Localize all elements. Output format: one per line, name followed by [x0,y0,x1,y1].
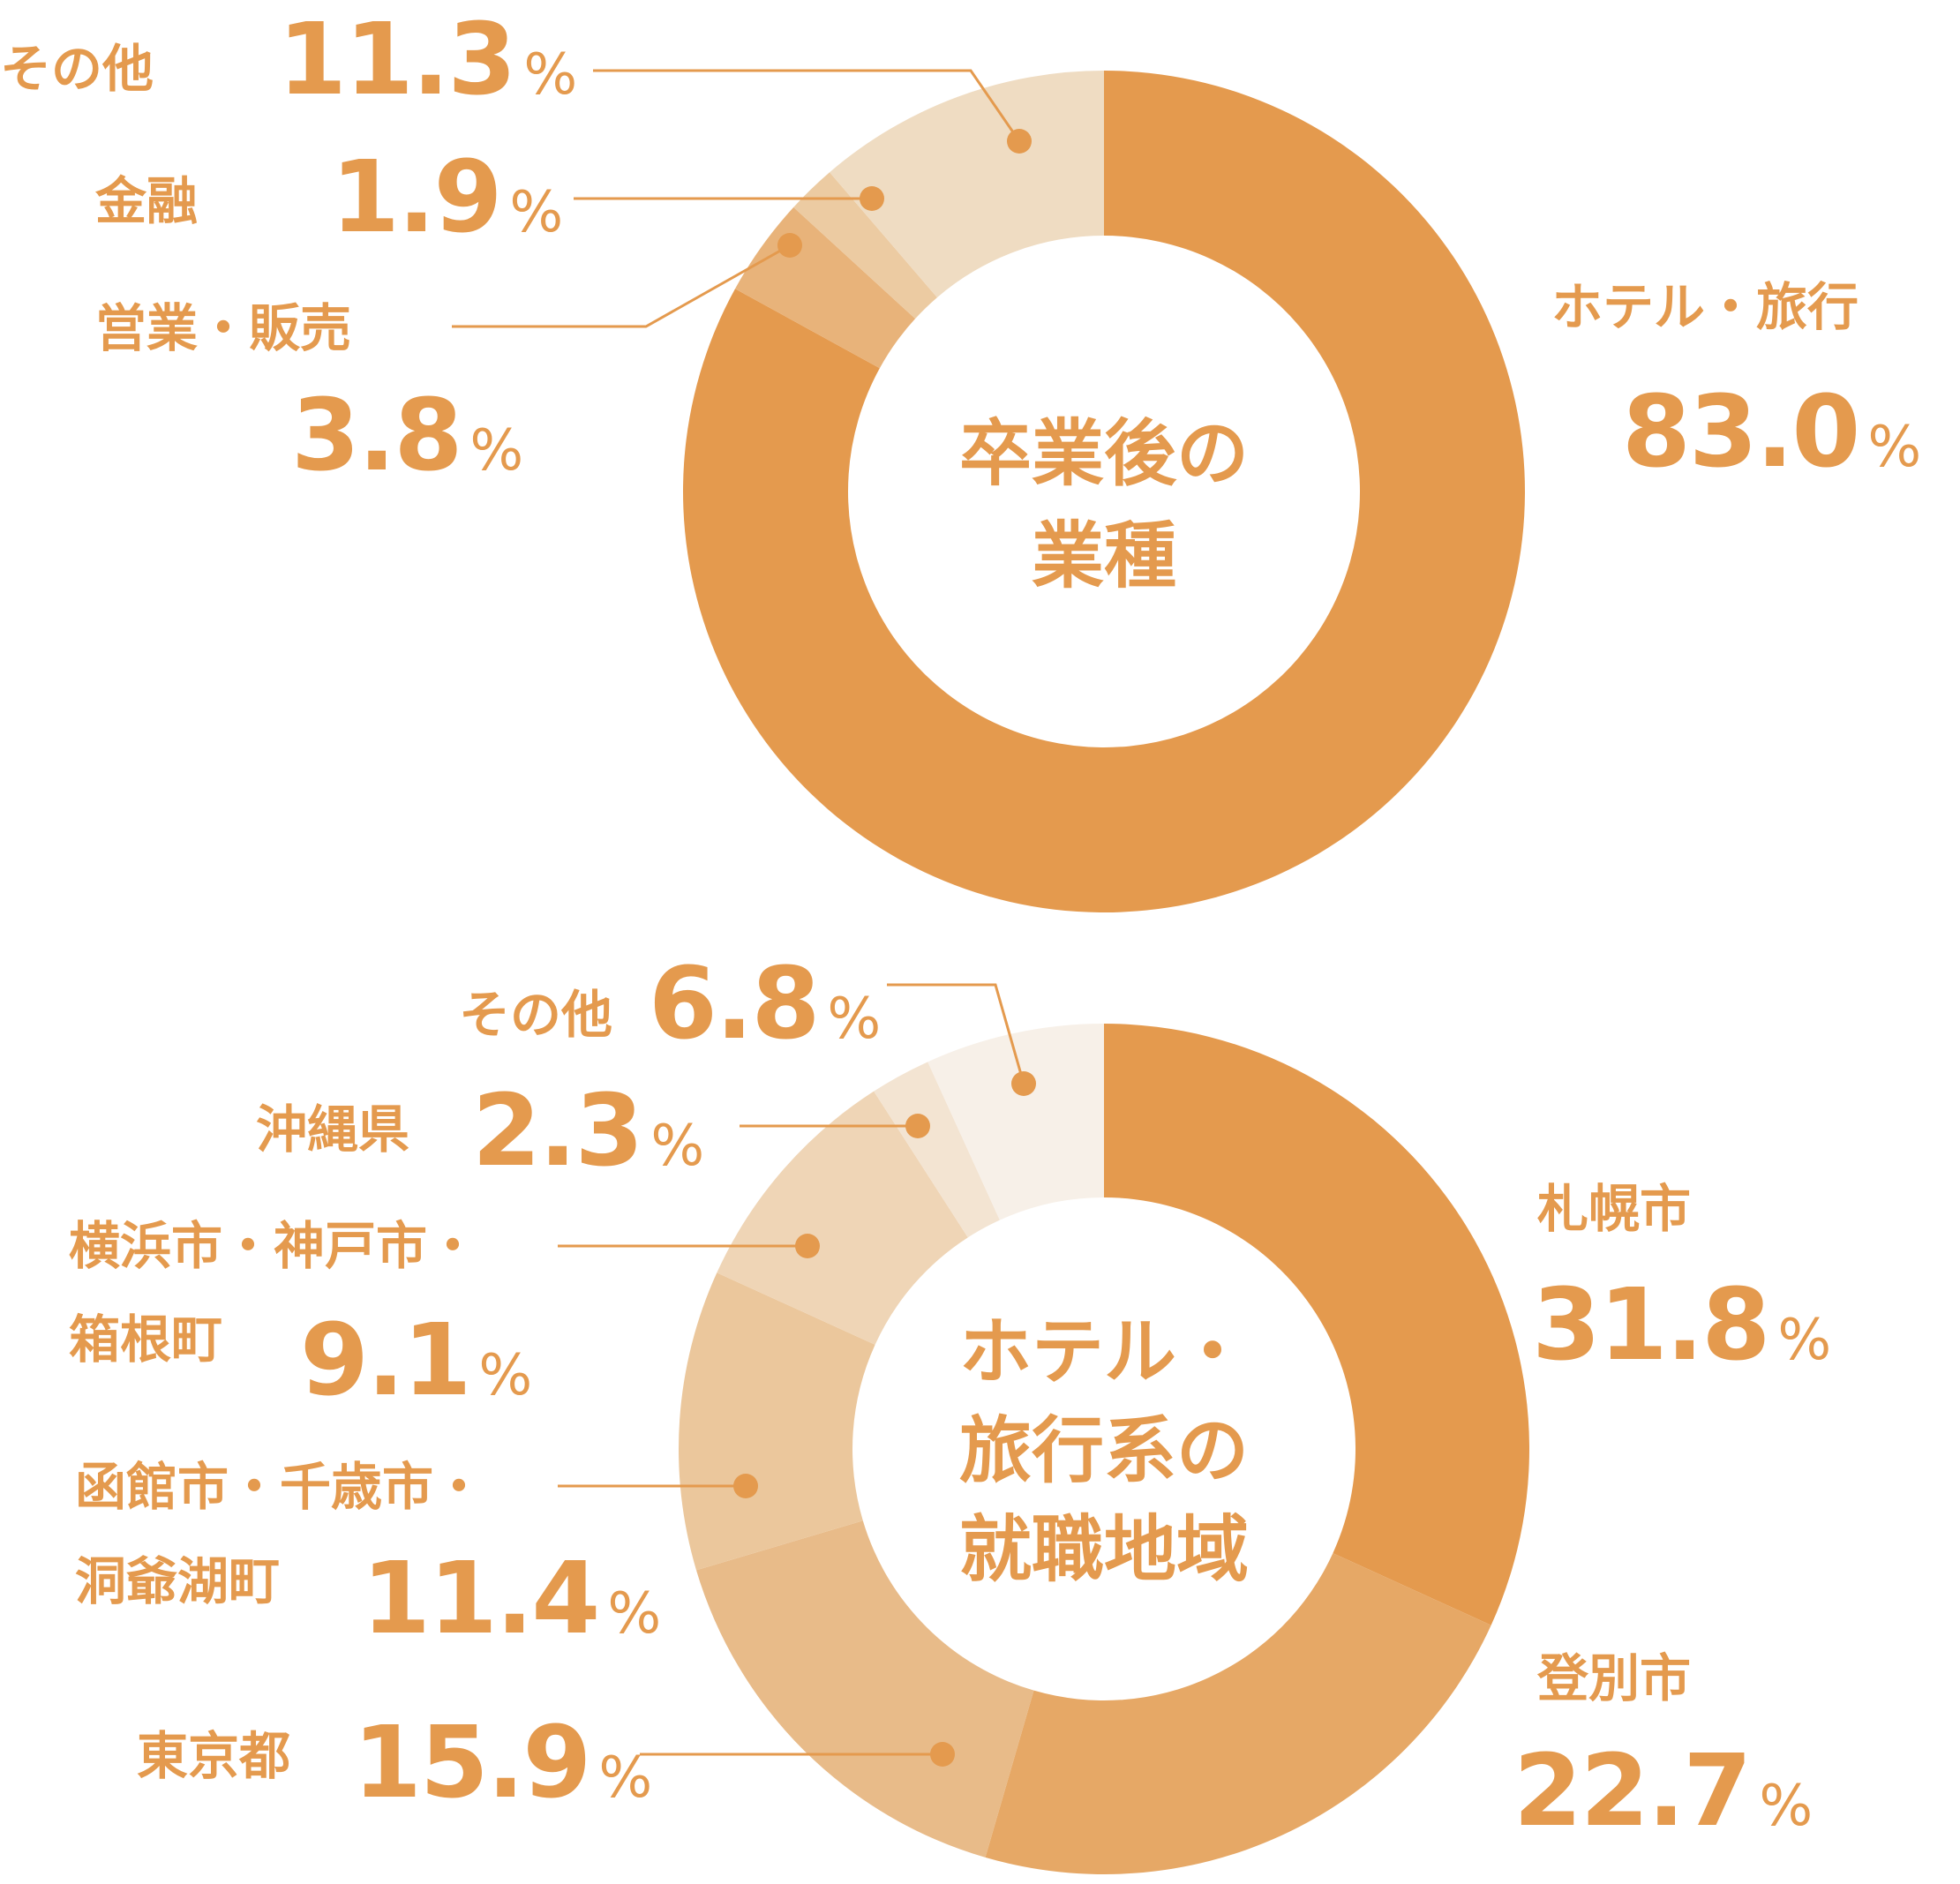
region-okinawa-marker [905,1114,930,1138]
industry-sales-value: 3.8% [291,379,522,493]
industry-finance-value: 1.9% [331,140,561,255]
region-hakodate-label-line1: 函館市・千歳市・ [75,1457,484,1517]
region-okinawa-value: 2.3% [472,1074,702,1189]
region-okinawa-label: 沖縄県 [256,1100,409,1160]
region-donut [678,1024,1529,1874]
region-yokohama-marker [795,1234,820,1258]
region-title-line2: 旅行系の [959,1409,1249,1493]
industry-sales-marker [777,233,802,258]
industry-title-line1: 卒業後の [959,412,1249,496]
donut-1-slice-1 [985,1553,1491,1874]
industry-other-value: 11.3% [278,3,575,117]
region-yokohama-value: 9.1% [300,1303,530,1418]
region-other-value: 6.8% [649,947,879,1062]
industry-finance-label: 金融 [95,171,198,231]
donut-0-slice-2 [793,172,937,319]
industry-other-leader [593,69,1021,142]
region-title-line1: ホテル・ [959,1310,1249,1394]
region-tokyo-label: 東京都 [137,1726,290,1786]
region-other-label: その他 [459,985,612,1045]
donut-1-slice-2 [695,1520,1034,1858]
region-yokohama-label-line2: 箱根町 [69,1310,222,1370]
region-sapporo-label: 札幌市 [1537,1179,1691,1239]
region-tokyo-value: 15.9% [353,1706,650,1820]
donut-0-slice-3 [830,71,1104,298]
industry-hotel-value: 83.0% [1622,375,1919,490]
industry-sales-leader [452,244,791,328]
region-hakodate-label-line2: 洞爺湖町 [75,1551,280,1611]
region-hakodate-value: 11.4% [362,1542,659,1656]
industry-title-line2: 業種 [1032,514,1176,598]
donut-0-slice-0 [683,71,1525,912]
region-hakodate-marker [733,1474,758,1498]
region-noboribetsu-label: 登別市 [1536,1648,1691,1708]
donut-1-slice-3 [678,1272,875,1571]
region-yokohama-label-line1: 横浜市・神戸市・ [69,1216,478,1276]
industry-finance-marker [860,186,884,211]
donut-1-slice-4 [717,1091,968,1345]
donut-1-slice-5 [874,1062,1000,1238]
industry-other-marker [1007,129,1032,154]
donut-1-slice-6 [927,1024,1104,1220]
donut-1-slice-0 [1104,1024,1529,1625]
region-sapporo-value: 31.8% [1532,1268,1829,1383]
region-other-marker [1011,1071,1036,1096]
region-other-leader [887,983,1025,1085]
region-tokyo-marker [930,1742,955,1767]
industry-other-label: その他 [0,39,154,99]
industry-sales-label: 営業・販売 [95,298,351,358]
region-title-line3: 就職地域 [959,1508,1249,1592]
region-noboribetsu-value: 22.7% [1513,1734,1811,1849]
industry-donut [683,71,1525,912]
industry-hotel-label: ホテル・旅行 [1551,277,1859,337]
